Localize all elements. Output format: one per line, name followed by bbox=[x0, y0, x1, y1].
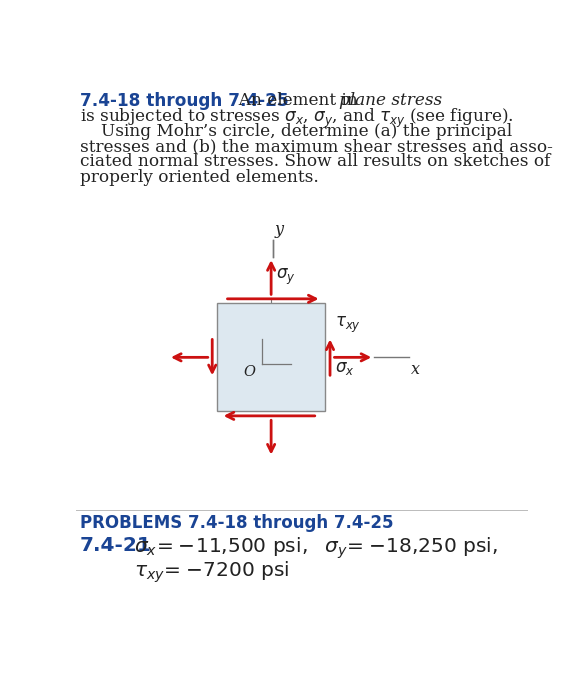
Text: stresses and (b) the maximum shear stresses and asso-: stresses and (b) the maximum shear stres… bbox=[80, 138, 553, 155]
Text: plane stress: plane stress bbox=[339, 92, 442, 108]
Text: 7.4-18 through 7.4-25: 7.4-18 through 7.4-25 bbox=[80, 92, 288, 110]
Text: Using Mohr’s circle, determine (a) the principal: Using Mohr’s circle, determine (a) the p… bbox=[101, 122, 513, 139]
Bar bbox=[217, 304, 325, 412]
Text: $\tau_{xy}$: $\tau_{xy}$ bbox=[335, 315, 362, 335]
Text: y: y bbox=[275, 221, 284, 238]
Text: An element in: An element in bbox=[229, 92, 363, 108]
Text: 7.4-21: 7.4-21 bbox=[80, 536, 152, 555]
Text: $\sigma_x$: $\sigma_x$ bbox=[335, 360, 355, 377]
Text: PROBLEMS 7.4-18 through 7.4-25: PROBLEMS 7.4-18 through 7.4-25 bbox=[80, 514, 393, 533]
Text: $\tau_{xy}\!=\!-\!7200\ \mathrm{psi}$: $\tau_{xy}\!=\!-\!7200\ \mathrm{psi}$ bbox=[134, 559, 289, 584]
Text: x: x bbox=[412, 361, 420, 378]
Text: is subjected to stresses $\sigma_x$, $\sigma_y$, and $\tau_{xy}$ (see figure).: is subjected to stresses $\sigma_x$, $\s… bbox=[80, 107, 513, 130]
Text: ciated normal stresses. Show all results on sketches of: ciated normal stresses. Show all results… bbox=[80, 153, 550, 170]
Text: properly oriented elements.: properly oriented elements. bbox=[80, 169, 319, 186]
Text: $\sigma_y$: $\sigma_y$ bbox=[276, 267, 295, 286]
Text: O: O bbox=[243, 365, 256, 379]
Text: $\sigma_x\!=\!-\!11{,}500\ \mathrm{psi},\ \ \sigma_y\!=\!-\!18{,}250\ \mathrm{ps: $\sigma_x\!=\!-\!11{,}500\ \mathrm{psi},… bbox=[134, 536, 498, 561]
